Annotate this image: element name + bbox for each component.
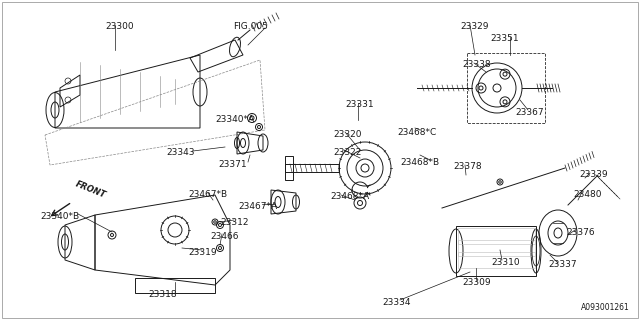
Text: A093001261: A093001261	[581, 303, 630, 312]
Text: 23378: 23378	[453, 162, 482, 171]
Text: 23331: 23331	[345, 100, 374, 109]
Bar	[285, 156, 293, 180]
Text: 23300: 23300	[105, 22, 134, 31]
Text: 23468*B: 23468*B	[400, 158, 439, 167]
Text: 23312: 23312	[220, 218, 248, 227]
Text: 23467*B: 23467*B	[188, 190, 227, 199]
Text: 23334: 23334	[382, 298, 410, 307]
Bar	[467, 53, 545, 123]
Text: 23318: 23318	[148, 290, 177, 299]
Text: 23322: 23322	[333, 148, 362, 157]
Text: 23309: 23309	[462, 278, 491, 287]
Text: 23468*A: 23468*A	[330, 192, 369, 201]
Text: 23319: 23319	[188, 248, 216, 257]
Text: 23329: 23329	[460, 22, 488, 31]
Text: FIG.005: FIG.005	[233, 22, 268, 31]
Text: 23340*A: 23340*A	[215, 115, 254, 124]
Text: 23466: 23466	[210, 232, 239, 241]
Text: 23338: 23338	[462, 60, 491, 69]
Text: 23351: 23351	[490, 34, 518, 43]
Text: 23480: 23480	[573, 190, 602, 199]
Text: 23468*C: 23468*C	[397, 128, 436, 137]
Text: 23310: 23310	[491, 258, 520, 267]
Text: 23467*A: 23467*A	[238, 202, 277, 211]
Text: FRONT: FRONT	[74, 180, 107, 200]
Text: 23320: 23320	[333, 130, 362, 139]
Text: 23376: 23376	[566, 228, 595, 237]
Text: 23339: 23339	[579, 170, 607, 179]
Bar	[135, 278, 215, 293]
Text: 23337: 23337	[548, 260, 577, 269]
Text: 23340*B: 23340*B	[40, 212, 79, 221]
Text: 23367: 23367	[515, 108, 543, 117]
Text: 23371: 23371	[218, 160, 246, 169]
Text: 23343: 23343	[166, 148, 195, 157]
